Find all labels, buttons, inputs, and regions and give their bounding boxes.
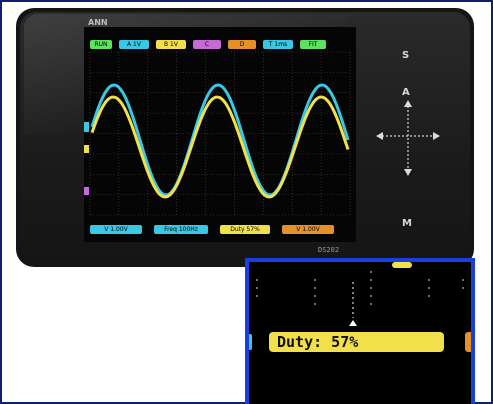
inset-top-marker: [392, 262, 412, 268]
inset-channel-d-blob: [465, 332, 471, 352]
scope-screen: [84, 27, 356, 242]
bottom-tag-3: V 1.00V: [282, 225, 334, 234]
inset-grid: [256, 262, 464, 326]
top-tag-2: B 1V: [156, 40, 186, 49]
top-tag-1: A 1V: [119, 40, 149, 49]
top-tag-3: C: [193, 40, 221, 49]
device-brand: ANN: [88, 18, 108, 27]
marker-left-c: [84, 187, 89, 195]
inset-trigger-arrow: [349, 320, 357, 326]
duty-readout: Duty: 57%: [269, 332, 444, 352]
model-label: DS202: [318, 246, 340, 254]
key-s[interactable]: S: [402, 50, 410, 61]
marker-left-b: [84, 145, 89, 153]
screen-grid: [89, 51, 351, 216]
inset-channel-a-blob: [249, 334, 252, 350]
waveform-channel-a: [90, 83, 350, 197]
arrow-up-icon: [404, 100, 412, 107]
arrow-right-icon: [433, 132, 440, 140]
marker-left-a: [84, 122, 89, 132]
dpad-arrows[interactable]: [376, 98, 440, 178]
key-m[interactable]: M: [402, 218, 412, 229]
top-tag-4: D: [228, 40, 256, 49]
bottom-tag-2: Duty 57%: [220, 225, 270, 234]
arrow-down-icon: [404, 169, 412, 176]
key-a[interactable]: A: [402, 87, 410, 98]
top-tag-0: RUN: [90, 40, 112, 49]
top-tag-5: T 1ms: [263, 40, 293, 49]
waveform-channel-b: [90, 95, 350, 199]
bottom-tag-0: V 1.00V: [90, 225, 142, 234]
top-tag-6: FIT: [300, 40, 326, 49]
zoom-inset: Duty: 57%: [245, 258, 475, 404]
arrow-left-icon: [376, 132, 383, 140]
bottom-tag-1: Freq 100Hz: [154, 225, 208, 234]
